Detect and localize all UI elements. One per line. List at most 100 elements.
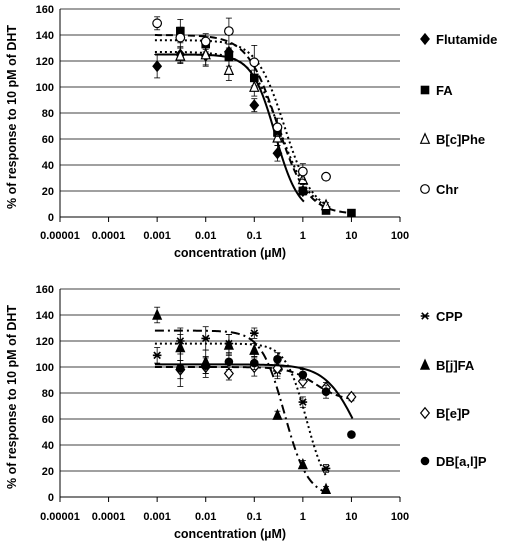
data-point [321,387,331,397]
data-point [346,390,357,404]
legend-marker [420,85,430,95]
legend-marker [420,456,430,466]
y-axis-label: % of response to 10 pM of DHT [5,25,19,209]
y-tick-label: 60 [42,134,54,146]
data-point [152,351,162,360]
data-point [272,147,283,160]
y-tick-label: 20 [42,186,54,198]
data-point [249,329,259,337]
y-tick-label: 0 [48,212,54,224]
data-point [224,52,234,62]
data-point [347,208,356,218]
data-point [223,367,234,380]
data-point [249,358,259,368]
data-point [347,430,356,439]
legend-label: Flutamide [436,32,497,47]
x-tick-label: 0.0001 [92,511,126,523]
x-tick-label: 1 [300,511,306,523]
data-point [321,206,331,215]
y-axis-label: % of response to 10 pM of DHT [5,305,19,489]
y-tick-label: 120 [36,56,54,68]
data-point [321,464,331,473]
series-chr [152,16,331,206]
legend-marker [420,312,430,320]
series-fa [154,18,356,218]
legend-item-cpp: CPP [420,309,463,324]
y-tick-label: 160 [36,4,54,16]
data-point [175,32,186,43]
x-tick-label: 0.001 [143,511,171,523]
x-tick-label: 0.00001 [40,511,80,523]
x-tick-label: 0.01 [195,511,216,523]
x-tick-label: 100 [391,511,409,523]
y-tick-label: 80 [42,388,54,400]
data-point [152,60,163,73]
data-point [272,130,283,143]
fit-curve-b-c-phe [154,50,328,207]
data-point [249,343,260,355]
data-point [201,334,211,343]
data-point [249,99,260,112]
data-point [272,122,283,133]
y-tick-label: 160 [36,284,54,296]
fit-curve-cpp [154,342,328,479]
y-tick-label: 100 [36,82,54,94]
legend-marker [419,132,431,144]
x-tick-label: 0.001 [143,230,171,242]
legend-marker [419,406,431,420]
data-point [224,357,234,367]
legend-marker [419,358,431,370]
x-axis-label: concentration (µM) [174,527,286,541]
legend-item-db-a-l-p: DB[a,l]P [420,454,487,469]
legend-item-b-j-fa: B[j]FA [419,358,475,373]
legend-item-b-e-p: B[e]P [419,406,470,421]
series-db-a-l-p [154,349,356,439]
x-tick-label: 1 [300,230,306,242]
data-point [297,375,308,388]
data-point [273,354,282,364]
fit-curve-chr [154,39,328,206]
data-point [249,57,260,68]
legend-marker [420,32,430,46]
data-point [321,171,331,182]
data-point [223,63,235,76]
legend-label: FA [436,83,453,98]
data-point [152,308,163,320]
y-tick-label: 60 [42,414,54,426]
data-point [297,457,308,470]
x-axis-label: concentration (µM) [174,246,286,260]
x-tick-label: 100 [391,230,409,242]
data-point [298,370,308,380]
data-point [152,18,163,29]
x-tick-label: 10 [345,511,357,523]
data-point [176,364,185,373]
legend-marker [420,184,430,194]
x-tick-label: 10 [345,230,357,242]
data-point [175,49,186,61]
legend-item-flutamide: Flutamide [420,32,497,47]
x-tick-label: 0.01 [195,230,216,242]
y-tick-label: 140 [36,30,54,42]
legend-label: B[c]Phe [436,132,485,147]
data-point [297,166,308,177]
data-point [320,198,332,211]
y-tick-label: 80 [42,108,54,120]
chart-panel-2: 0 20 40 60 80 100 120 140 160 0.00001 0.0001 0.001 0… [5,284,487,541]
data-point [272,408,283,420]
data-point [200,47,211,60]
y-tick-label: 140 [36,310,54,322]
y-tick-label: 120 [36,336,54,348]
chart-panel-1: 0 20 40 60 80 100 120 140 160 0.00001 0.0001 0.001 0… [5,4,497,260]
x-tick-label: 0.1 [247,511,262,523]
fit-curve-b-e-p [154,366,353,400]
x-tick-label: 0.00001 [40,230,80,242]
data-point [298,398,308,406]
legend-label: Chr [436,182,458,197]
data-point [249,80,260,92]
y-tick-label: 100 [36,362,54,374]
series-b-j-fa [152,306,332,494]
data-point [200,36,211,47]
legend-label: B[e]P [436,406,470,421]
fit-curve-fa [154,34,353,215]
